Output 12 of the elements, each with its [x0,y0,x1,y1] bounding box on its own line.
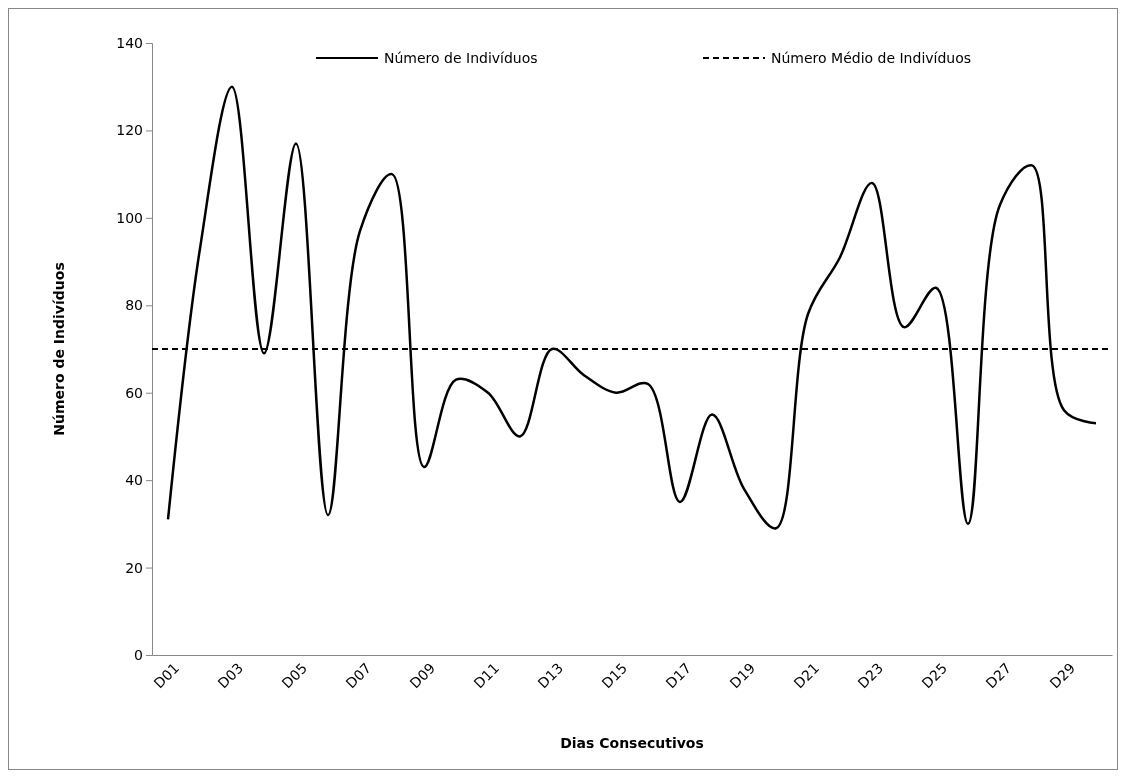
y-tick-label: 40 [125,472,143,489]
y-tick-label: 100 [116,209,143,226]
y-tick-label: 20 [125,559,143,576]
y-tick-label: 140 [116,34,143,51]
y-tick-label: 120 [116,122,143,139]
y-tick-label: 0 [134,646,143,663]
legend-label: Número de Indivíduos [384,50,538,66]
y-axis-title: Número de Indivíduos [51,262,67,436]
y-tick-label: 80 [125,297,143,314]
legend-label: Número Médio de Indivíduos [771,50,972,66]
x-axis-title: Dias Consecutivos [560,735,704,751]
y-tick-label: 60 [125,384,143,401]
